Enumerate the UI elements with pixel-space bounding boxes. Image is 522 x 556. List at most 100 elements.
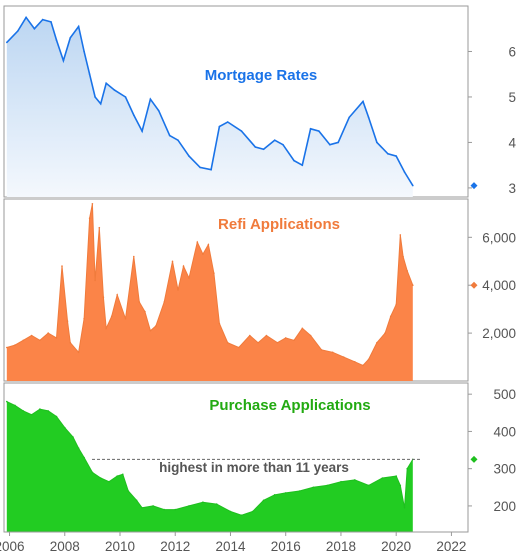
data-point	[273, 139, 276, 141]
data-point	[41, 18, 44, 21]
data-point	[218, 322, 221, 325]
data-point	[33, 27, 36, 30]
data-point	[309, 128, 312, 130]
data-point	[293, 159, 295, 162]
data-point	[83, 456, 85, 459]
data-point	[229, 510, 232, 513]
data-point	[389, 315, 392, 318]
data-point	[113, 89, 116, 91]
data-point	[367, 358, 370, 361]
data-point	[77, 25, 80, 28]
x-tick-label: 2018	[326, 539, 356, 554]
data-point	[342, 356, 345, 358]
data-point	[64, 426, 66, 429]
data-point	[91, 471, 94, 474]
y-tick-label: 2,000	[482, 326, 516, 341]
data-point	[399, 484, 402, 487]
data-point	[47, 332, 49, 334]
data-point	[188, 505, 190, 507]
data-point	[284, 337, 287, 339]
data-point	[88, 217, 91, 219]
data-point	[182, 265, 185, 267]
current-value-marker	[470, 281, 478, 289]
data-point	[376, 141, 378, 144]
data-point	[177, 139, 179, 141]
data-point	[14, 404, 16, 407]
data-point	[257, 341, 259, 344]
data-point	[399, 234, 402, 236]
y-tick-label: 500	[493, 387, 516, 402]
data-point	[55, 415, 58, 418]
data-point	[362, 364, 364, 367]
data-point	[381, 477, 384, 479]
series-area	[6, 401, 413, 532]
x-tick-label: 2020	[381, 539, 411, 554]
data-point	[395, 475, 398, 477]
data-point	[124, 96, 127, 98]
data-point	[301, 164, 304, 166]
data-point	[337, 141, 340, 144]
data-point	[108, 480, 110, 483]
data-point	[412, 284, 414, 287]
data-point	[171, 260, 174, 263]
data-point	[22, 339, 25, 342]
data-point	[138, 301, 141, 303]
data-point	[110, 315, 113, 318]
y-tick-label: 3	[508, 181, 516, 196]
panel-title-mortgage-rates: Mortgage Rates	[205, 67, 318, 84]
data-point	[251, 510, 254, 513]
data-point	[226, 121, 229, 123]
data-point	[47, 410, 49, 412]
data-point	[149, 329, 152, 332]
data-point	[55, 337, 58, 339]
data-point	[320, 349, 323, 351]
data-point	[309, 334, 312, 337]
data-point	[298, 490, 301, 492]
data-point	[362, 100, 364, 103]
data-point	[83, 50, 85, 53]
data-point	[403, 507, 406, 509]
rates-series	[6, 15, 414, 198]
data-point	[149, 98, 152, 100]
data-point	[66, 320, 69, 322]
data-point	[395, 303, 398, 306]
data-point	[105, 82, 107, 85]
data-point	[249, 334, 251, 337]
data-point	[62, 59, 65, 62]
data-point	[210, 168, 212, 171]
rates-y-axis: 3 4 5 6	[468, 44, 516, 196]
data-point	[124, 317, 127, 320]
x-tick-label: 2022	[436, 539, 466, 554]
series-area	[6, 17, 413, 198]
panel-title-purchase-applications: Purchase Applications	[209, 397, 370, 414]
current-value-marker	[470, 182, 478, 190]
data-point	[188, 155, 190, 157]
data-point	[77, 447, 80, 450]
data-point	[226, 341, 229, 344]
data-point	[122, 473, 124, 476]
refi-series	[6, 203, 414, 381]
data-point	[354, 479, 356, 481]
data-point	[39, 339, 41, 342]
x-tick-label: 2008	[50, 539, 80, 554]
data-point	[30, 413, 33, 416]
data-point	[83, 317, 85, 320]
data-point	[102, 296, 105, 299]
data-point	[265, 334, 268, 337]
data-point	[98, 226, 101, 229]
data-point	[301, 327, 304, 330]
data-point	[157, 109, 160, 112]
y-tick-label: 200	[493, 499, 516, 514]
data-point	[135, 499, 138, 502]
y-tick-label: 5	[508, 90, 516, 105]
data-point	[30, 334, 33, 337]
data-point	[238, 346, 240, 349]
data-point	[367, 116, 370, 119]
purchase-y-axis: 200 300 400 500	[468, 387, 516, 514]
data-point	[116, 475, 118, 477]
data-point	[293, 339, 295, 342]
data-point	[403, 171, 406, 173]
panel-title-refi-applications: Refi Applications	[218, 216, 340, 233]
data-point	[199, 166, 201, 169]
